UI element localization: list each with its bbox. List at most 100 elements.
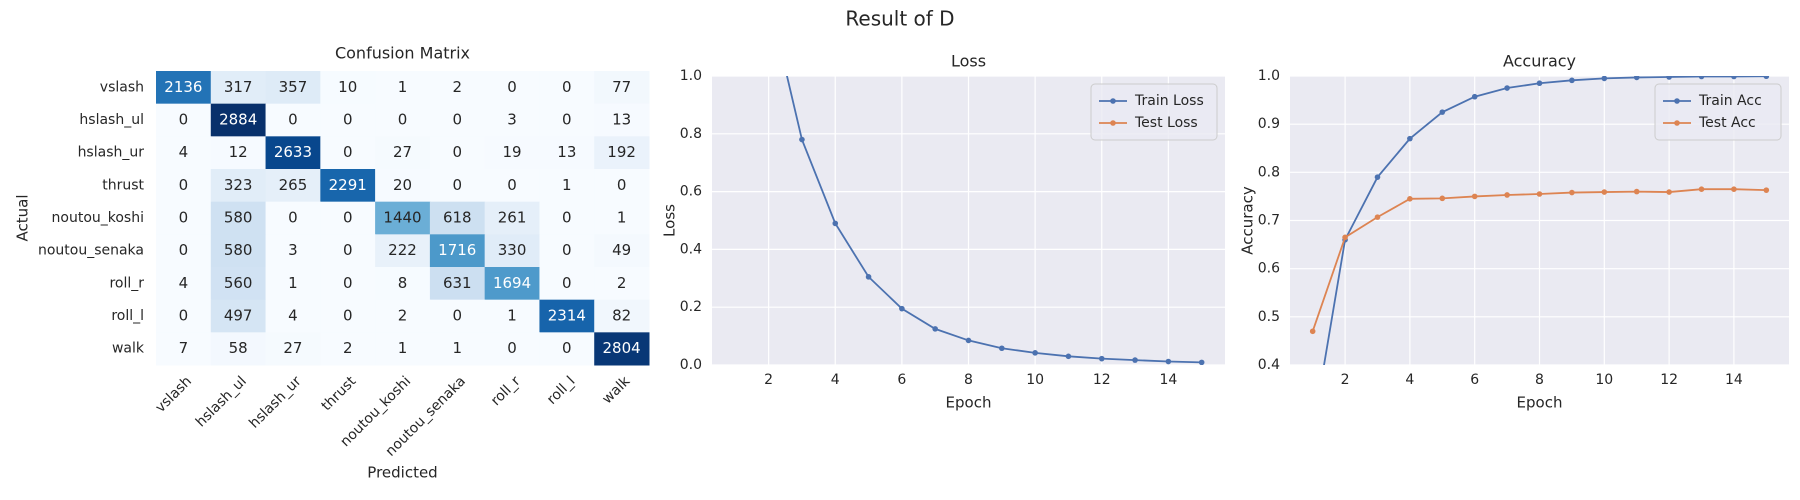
cell-label: 2633 — [274, 143, 312, 161]
series-point — [1569, 189, 1575, 196]
cell-label: 631 — [443, 274, 472, 292]
series-point — [865, 274, 872, 280]
heatmap-cell — [320, 234, 376, 268]
cell-label: 2314 — [548, 307, 586, 325]
y-tick-label: 0.8 — [1258, 164, 1280, 180]
heatmap-cell — [429, 267, 486, 301]
y-tick-label: hslash_ul — [79, 112, 144, 128]
cell-label: 13 — [612, 111, 631, 129]
heatmap-cell — [539, 332, 595, 366]
cell-label: 0 — [453, 176, 463, 194]
legend-label: Test Acc — [1698, 115, 1756, 131]
heatmap-cell — [265, 71, 321, 105]
series-point — [1569, 77, 1575, 84]
cell-label: 497 — [224, 307, 253, 325]
cell-label: 323 — [224, 176, 253, 194]
x-tick-label: 10 — [1595, 372, 1613, 388]
series-point — [1504, 85, 1510, 91]
series-point — [1601, 189, 1608, 195]
heatmap-cell — [210, 71, 267, 105]
cell-label: 0 — [179, 307, 189, 325]
heatmap-cell — [320, 103, 376, 137]
cell-label: 1440 — [383, 209, 421, 227]
cell-label: 2136 — [164, 78, 202, 96]
x-tick-label: 4 — [1405, 372, 1414, 388]
series-point — [999, 345, 1005, 352]
heatmap-cell — [484, 71, 540, 105]
cell-label: 357 — [279, 78, 308, 96]
heatmap-cell — [429, 299, 486, 333]
heatmap-cell — [210, 201, 267, 235]
y-tick-label: 1.0 — [680, 68, 702, 84]
heatmap-cell — [484, 267, 540, 301]
heatmap-cell — [484, 136, 540, 170]
cell-label: 1 — [288, 274, 298, 292]
y-tick-label: 0.9 — [1258, 116, 1280, 132]
cell-label: 0 — [507, 176, 517, 194]
heatmap-cell — [156, 332, 212, 366]
plot-group — [766, 0, 1205, 365]
heatmap-cell — [375, 103, 431, 137]
cell-label: 222 — [388, 241, 417, 259]
cell-label: 4 — [288, 307, 298, 325]
series-point — [1536, 80, 1543, 87]
heatmap-cell — [429, 332, 486, 366]
y-tick-label: 0.2 — [680, 299, 702, 315]
series-point — [1536, 191, 1543, 197]
plot-group — [1309, 76, 1770, 436]
heatmap-cell — [539, 169, 595, 203]
legend-marker — [1110, 120, 1116, 126]
heatmap-cell — [539, 103, 595, 137]
cell-label: 58 — [229, 339, 248, 357]
x-tick-label: roll_l — [544, 373, 578, 407]
series-point — [1132, 357, 1138, 363]
heatmap-cell — [320, 201, 376, 235]
heatmap-cell — [210, 103, 267, 137]
x-tick-label: 8 — [964, 372, 973, 388]
cell-label: 10 — [338, 78, 357, 96]
legend-box — [1090, 83, 1218, 141]
heatmap-cell — [375, 234, 431, 268]
heatmap-cell — [210, 267, 267, 301]
y-tick-label: 0.4 — [680, 241, 702, 257]
x-tick-label: 12 — [1660, 372, 1678, 388]
cell-label: 3 — [288, 241, 298, 259]
x-tick-label: vslash — [152, 373, 195, 416]
heatmap-cell — [594, 71, 650, 105]
series-point — [766, 0, 772, 1]
cell-label: 4 — [179, 274, 189, 292]
series-point — [1439, 109, 1446, 115]
cell-label: 0 — [179, 111, 189, 129]
cell-label: 1 — [617, 209, 627, 227]
series-point — [1342, 234, 1348, 241]
cell-label: 0 — [453, 143, 463, 161]
cell-label: 0 — [453, 307, 463, 325]
heatmap-cell — [210, 169, 267, 203]
heatmap-cell — [156, 267, 212, 301]
series-point — [1374, 214, 1381, 220]
heatmap-cell — [594, 299, 650, 333]
heatmap-cell — [265, 169, 321, 203]
series-point — [1309, 328, 1316, 335]
heatmap-cell — [484, 299, 540, 333]
cell-label: 77 — [612, 78, 631, 96]
cell-label: 0 — [562, 209, 572, 227]
cell-label: 0 — [179, 241, 189, 259]
cell-label: 13 — [557, 143, 576, 161]
cell-label: 0 — [562, 274, 572, 292]
heatmap-cell — [156, 71, 212, 105]
y-tick-label: 1.0 — [1258, 68, 1280, 84]
heatmap-cell — [594, 136, 650, 170]
heatmap-cell — [429, 169, 486, 203]
x-axis-label: Epoch — [1517, 394, 1563, 412]
y-tick-label: 0.7 — [1258, 213, 1280, 229]
cell-label: 4 — [179, 143, 189, 161]
cell-label: 560 — [224, 274, 253, 292]
cell-label: 317 — [224, 78, 253, 96]
series-point — [1310, 430, 1316, 436]
heatmap-cell — [320, 71, 376, 105]
heatmap-cell — [320, 267, 376, 301]
cell-label: 0 — [343, 241, 353, 259]
cell-label: 27 — [283, 339, 302, 357]
series-point — [1198, 359, 1205, 365]
